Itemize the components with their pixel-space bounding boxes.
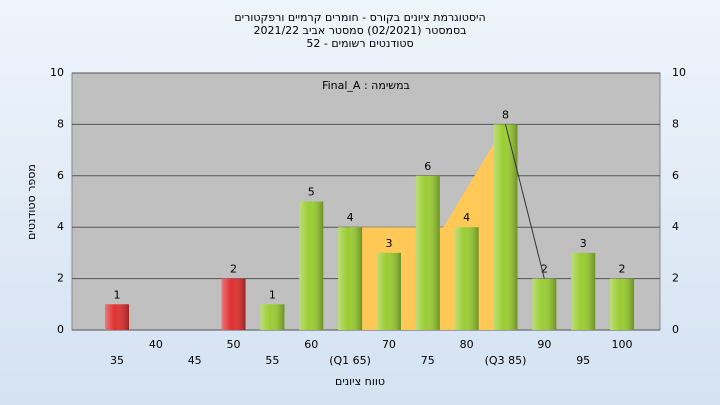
- bar-shade: [338, 227, 363, 330]
- y-axis-label: מספר סטודנטים: [25, 164, 38, 240]
- y-tick-label: 8: [57, 117, 64, 130]
- value-label: 5: [308, 186, 315, 199]
- x-tick-label: 55: [265, 354, 279, 367]
- x-tick-label: (Q3 85): [485, 354, 527, 367]
- y2-tick-label: 8: [672, 117, 679, 130]
- value-label: 2: [230, 263, 237, 276]
- x-tick-label: 50: [227, 338, 241, 351]
- bar-shade: [221, 278, 246, 330]
- value-label: 4: [347, 211, 354, 224]
- y-tick-label: 10: [50, 66, 64, 79]
- x-tick-label: 100: [612, 338, 633, 351]
- bar-shade: [610, 278, 635, 330]
- y2-tick-label: 2: [672, 272, 679, 285]
- bar-shade: [299, 201, 324, 330]
- y-tick-label: 2: [57, 272, 64, 285]
- x-axis-label: טווח ציונים: [335, 375, 385, 388]
- x-tick-label: 40: [149, 338, 163, 351]
- annotation: Final_A : במשימה: [322, 79, 410, 92]
- bar-shade: [454, 227, 479, 330]
- y2-tick-label: 6: [672, 169, 679, 182]
- y-tick-label: 6: [57, 169, 64, 182]
- chart-title: היסטוגרמת ציונים בקורס - חומרים קרמיים ו…: [234, 11, 485, 24]
- bar-shade: [493, 124, 518, 331]
- y-tick-label: 0: [57, 323, 64, 336]
- y2-tick-label: 4: [672, 220, 679, 233]
- y-tick-label: 4: [57, 220, 64, 233]
- value-label: 1: [269, 288, 276, 301]
- x-tick-label: 70: [382, 338, 396, 351]
- x-tick-label: 80: [460, 338, 474, 351]
- value-label: 2: [541, 263, 548, 276]
- bar-shade: [532, 278, 557, 330]
- chart-subtitle: בסמסטר (02/2021) סמסטר אביב 2021/22: [253, 24, 466, 37]
- x-tick-label: 95: [576, 354, 590, 367]
- x-tick-label: 90: [537, 338, 551, 351]
- y2-tick-label: 0: [672, 323, 679, 336]
- x-tick-label: (Q1 65): [329, 354, 371, 367]
- line: [505, 124, 545, 279]
- chart-subtitle: סטודנטים רשומים - 52: [306, 37, 413, 50]
- value-label: 1: [114, 288, 121, 301]
- y2-tick-label: 10: [672, 66, 686, 79]
- bar-shade: [376, 252, 401, 330]
- bar-shade: [415, 175, 440, 330]
- value-label: 6: [424, 160, 431, 173]
- bar-shade: [260, 304, 285, 330]
- x-tick-label: 35: [110, 354, 124, 367]
- value-label: 3: [580, 237, 587, 250]
- value-label: 4: [463, 211, 470, 224]
- value-label: 3: [385, 237, 392, 250]
- x-tick-label: 60: [304, 338, 318, 351]
- bar-shade: [571, 252, 596, 330]
- x-tick-label: 75: [421, 354, 435, 367]
- value-label: 8: [502, 108, 509, 121]
- value-label: 2: [619, 263, 626, 276]
- x-tick-label: 45: [188, 354, 202, 367]
- bar-shade: [105, 304, 129, 330]
